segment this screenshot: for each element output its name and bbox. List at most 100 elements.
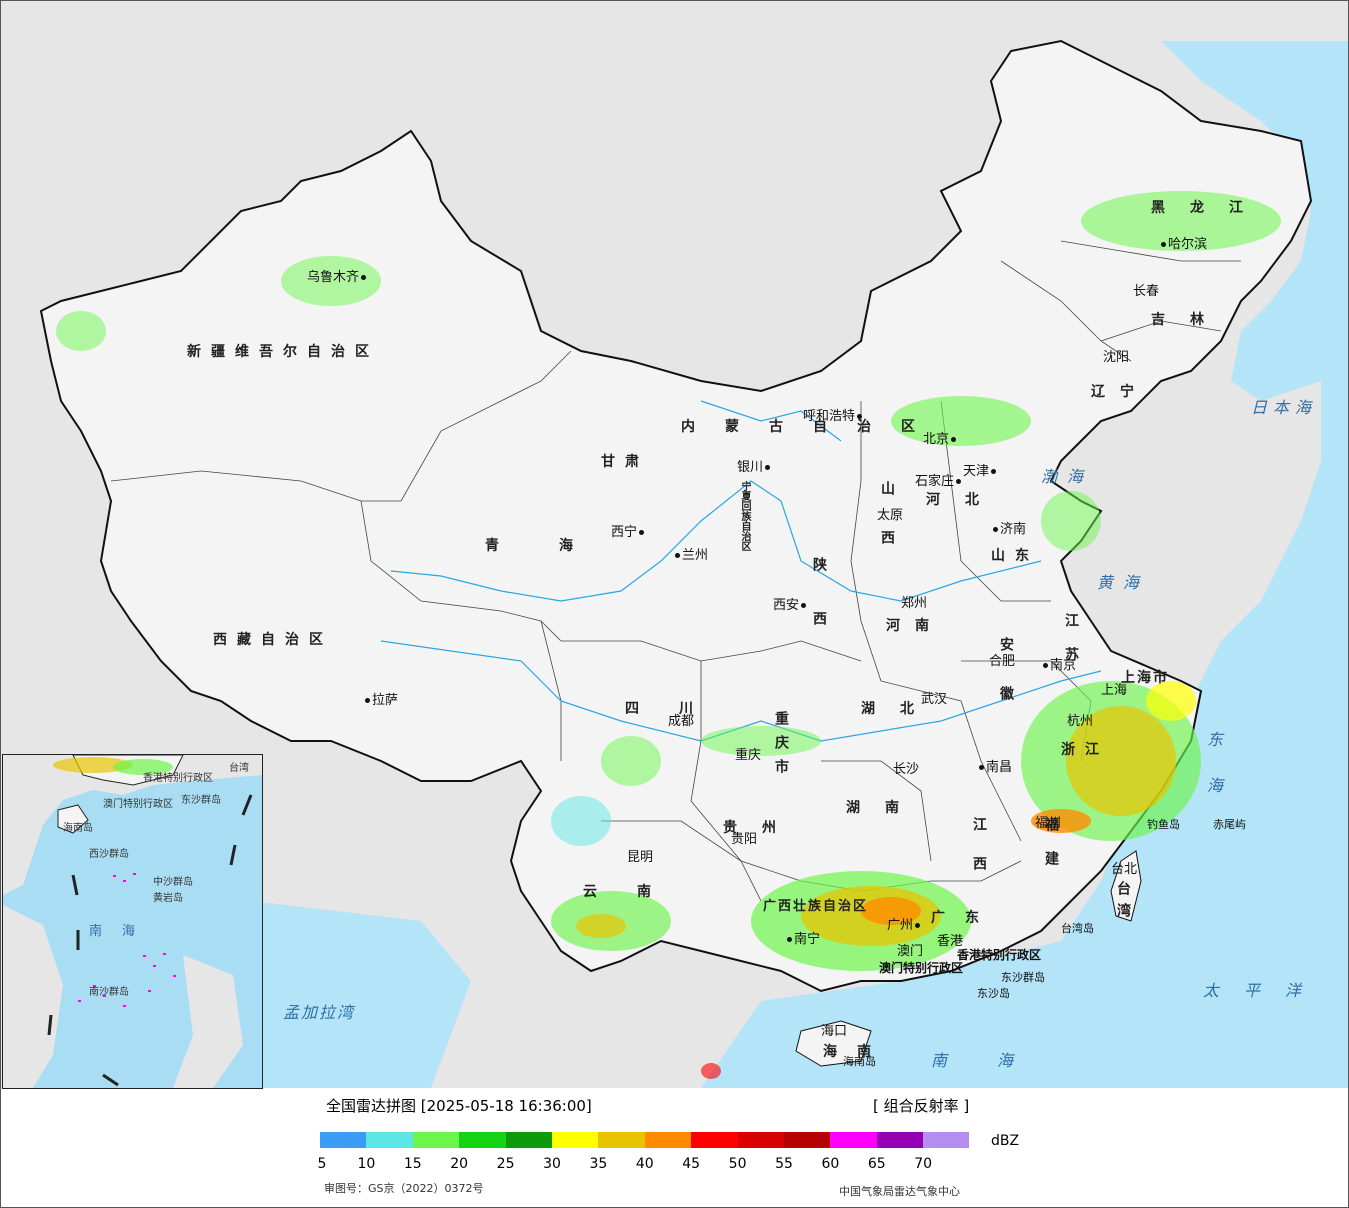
color-scale-tick-label: 35 xyxy=(589,1156,608,1172)
sea-label-japan-sea: 日本海 xyxy=(1251,398,1318,417)
color-swatch-10 xyxy=(366,1132,413,1148)
issuing-agency: 中国气象局雷达气象中心 xyxy=(839,1185,960,1198)
map-approval-number: 审图号：GS京（2022）0372号 xyxy=(324,1182,484,1195)
color-scale-tick-label: 10 xyxy=(357,1156,376,1172)
color-scale-tick-label: 40 xyxy=(635,1156,654,1172)
province-label-shaanxi: 陕西 xyxy=(811,557,827,665)
legend-title: 全国雷达拼图 [2025-05-18 16:36:00] xyxy=(326,1097,592,1115)
rivers xyxy=(380,400,1102,742)
color-scale-tick-label: 30 xyxy=(543,1156,561,1172)
bay-of-bengal-area xyxy=(251,901,471,1088)
province-label-heilongjiang: 黑龙江 xyxy=(1151,200,1268,216)
legend-product-type: [ 组合反射率 ] xyxy=(873,1097,970,1115)
province-label-guizhou: 贵州 xyxy=(723,820,801,836)
island-label-chiwei: 赤尾屿 xyxy=(1213,818,1246,831)
province-label-henan: 河南 xyxy=(886,618,944,634)
sar-label-macau: 澳门特别行政区 xyxy=(879,961,964,975)
province-label-anhui: 安徽 xyxy=(998,637,1014,735)
city-label-changchun: 长春 xyxy=(1133,284,1160,299)
color-scale-tick-label: 15 xyxy=(403,1156,422,1172)
color-swatch-20 xyxy=(459,1132,506,1148)
city-label-xining: 西宁 xyxy=(611,526,646,540)
province-label-hunan: 湖南 xyxy=(846,800,924,816)
color-scale-tick-label: 5 xyxy=(317,1156,327,1172)
color-swatch-35 xyxy=(598,1132,645,1148)
city-label-shanghai: 上海 xyxy=(1101,683,1128,698)
city-label-harbin: 哈尔滨 xyxy=(1159,238,1207,252)
sea-label-huanghai: 黄海 xyxy=(1097,573,1150,592)
map-canvas xyxy=(39,39,1348,1088)
province-label-hebei: 河北 xyxy=(926,492,1004,508)
city-label-hongkong: 香港 xyxy=(937,934,964,949)
city-label-tianjin: 天津 xyxy=(963,465,998,479)
province-label-zhejiang: 浙江 xyxy=(1061,742,1109,758)
province-label-fujian: 福建 xyxy=(1043,817,1059,885)
color-swatch-65 xyxy=(876,1132,924,1148)
province-label-xinjiang: 新疆维吾尔自治区 xyxy=(187,344,379,360)
city-label-macau: 澳门 xyxy=(897,944,924,959)
sea-label-nanhai: 南海 xyxy=(931,1051,1064,1070)
province-label-guangxi: 广西壮族自治区 xyxy=(763,899,869,914)
taiwan-island xyxy=(1110,850,1142,922)
province-label-liaoning: 辽宁 xyxy=(1091,384,1149,400)
inset-label-nanhai: 南海 xyxy=(89,924,156,939)
inset-canvas xyxy=(3,755,262,1088)
sea-label-bay-of-bengal: 孟加拉湾 xyxy=(283,1003,356,1022)
inset-label-dongsha: 东沙群岛 xyxy=(181,795,221,806)
city-label-hangzhou: 杭州 xyxy=(1067,714,1094,729)
color-scale-tick-label: 45 xyxy=(682,1156,701,1172)
city-label-nanjing: 南京 xyxy=(1041,659,1076,673)
city-label-wuhan: 武汉 xyxy=(921,692,948,707)
province-label-guangdong: 广东 xyxy=(931,910,999,926)
color-scale-tick-label: 60 xyxy=(821,1156,840,1172)
city-label-changsha: 长沙 xyxy=(893,762,920,777)
island-label-hainan: 海南岛 xyxy=(843,1055,876,1068)
province-label-shanxi: 山西 xyxy=(879,481,895,579)
city-label-hohhot: 呼和浩特 xyxy=(803,410,864,424)
inset-label-taiwan: 台湾 xyxy=(229,763,249,774)
hainan-island xyxy=(795,1020,872,1067)
province-label-hubei: 湖北 xyxy=(861,701,939,717)
color-scale-tick-label: 20 xyxy=(450,1156,469,1172)
province-label-shandong: 山东 xyxy=(991,548,1039,564)
color-swatch-5 xyxy=(320,1132,367,1148)
city-label-lhasa: 拉萨 xyxy=(363,694,398,708)
city-label-guangzhou: 广州 xyxy=(887,919,922,933)
province-label-ningxia: 宁夏回族自治区 xyxy=(739,481,750,551)
city-label-xian: 西安 xyxy=(773,599,808,613)
province-label-jiangxi: 江西 xyxy=(971,817,987,895)
color-swatch-45 xyxy=(691,1132,738,1148)
south-china-sea-inset: 香港特别行政区 澳门特别行政区 东沙群岛 海南岛 西沙群岛 中沙群岛 黄岩岛 南… xyxy=(2,754,263,1089)
inset-label-zhongsha: 中沙群岛 xyxy=(153,877,193,888)
city-label-taipei: 台北 xyxy=(1111,862,1138,877)
island-label-diaoyu: 钓鱼岛 xyxy=(1147,818,1180,831)
radar-map: 新疆维吾尔自治区 西藏自治区 青海 甘肃 内蒙古自治区 黑龙江 吉林 辽宁 河北… xyxy=(1,1,1348,1089)
legend-unit: dBZ xyxy=(991,1133,1020,1149)
province-label-jilin: 吉林 xyxy=(1151,312,1229,328)
city-label-zhengzhou: 郑州 xyxy=(901,596,928,611)
province-label-chongqing: 重庆市 xyxy=(773,711,789,783)
color-swatch-25 xyxy=(505,1132,552,1148)
color-scale-tick-label: 65 xyxy=(867,1156,886,1172)
color-swatch-40 xyxy=(644,1132,692,1148)
color-swatch-70 xyxy=(923,1132,970,1148)
city-label-nanchang: 南昌 xyxy=(977,761,1012,775)
color-scale-tick-label: 50 xyxy=(728,1156,747,1172)
inset-label-hainan: 海南岛 xyxy=(63,823,93,834)
city-label-jinan: 济南 xyxy=(991,523,1026,537)
color-scale-tick-label: 55 xyxy=(775,1156,793,1172)
inset-label-huangyan: 黄岩岛 xyxy=(153,893,183,904)
city-label-fuzhou: 福州 xyxy=(1035,816,1062,831)
city-label-haikou: 海口 xyxy=(821,1024,848,1039)
province-label-sichuan: 四川 xyxy=(625,701,733,717)
ocean-area xyxy=(701,41,1348,1088)
inset-label-xisha: 西沙群岛 xyxy=(89,849,129,860)
sea-label-bohai: 渤海 xyxy=(1041,467,1094,486)
city-label-beijing: 北京 xyxy=(923,433,958,447)
inset-label-hongkong: 香港特别行政区 xyxy=(143,773,213,784)
city-label-kunming: 昆明 xyxy=(627,850,654,865)
city-label-shenyang: 沈阳 xyxy=(1103,350,1130,365)
inset-label-macau: 澳门特别行政区 xyxy=(103,799,173,810)
island-label-dongsha: 东沙岛 xyxy=(977,987,1010,1000)
